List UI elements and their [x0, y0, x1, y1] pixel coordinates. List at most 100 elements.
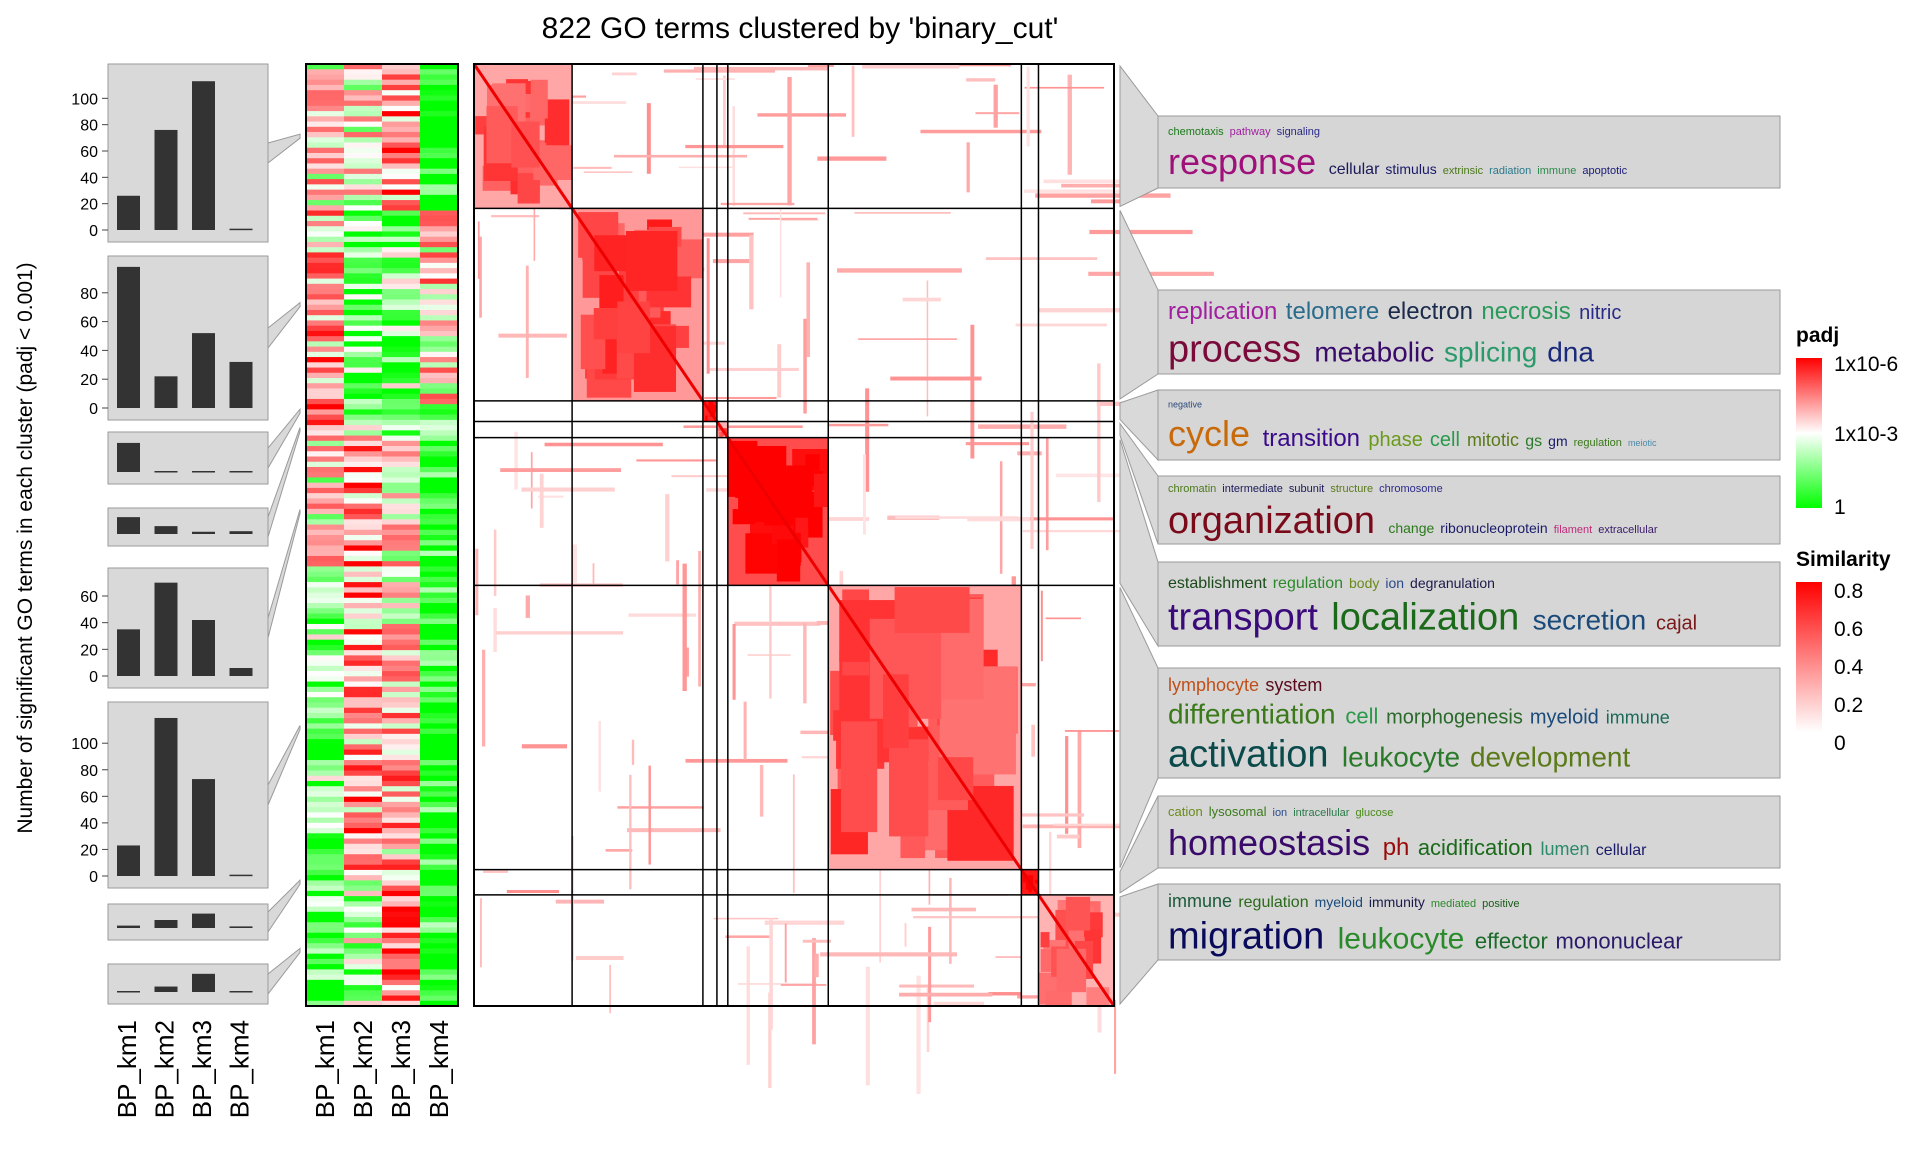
padj-cell — [306, 252, 345, 259]
similarity-streak — [920, 129, 1042, 134]
padj-cell — [344, 812, 383, 819]
padj-cell — [382, 446, 421, 452]
y-tick-label: 100 — [71, 736, 98, 753]
word-cloud-box — [1157, 475, 1781, 545]
padj-cell — [382, 634, 421, 641]
word-cloud-box — [1157, 115, 1781, 189]
padj-cell — [420, 262, 459, 269]
bar-panel-connector — [267, 301, 301, 350]
cloud-word: ph — [1383, 834, 1410, 861]
cloud-word: gm — [1548, 433, 1567, 449]
padj-cell — [420, 126, 459, 133]
padj-cell — [306, 425, 345, 431]
padj-cell — [420, 964, 459, 970]
padj-cell — [382, 644, 421, 651]
padj-cell — [420, 147, 459, 154]
similarity-streak — [631, 739, 635, 765]
padj-cell — [420, 817, 459, 824]
padj-cell — [306, 477, 345, 484]
similarity-subblock — [732, 509, 756, 525]
similarity-streak — [693, 66, 830, 71]
padj-cell — [382, 618, 421, 625]
padj-cell — [306, 697, 345, 703]
padj-cell — [420, 330, 459, 337]
padj-cell — [382, 864, 421, 871]
padj-cell — [344, 566, 383, 573]
bar-bp-km3 — [192, 779, 215, 876]
y-tick-label: 40 — [80, 616, 98, 633]
padj-cell — [344, 383, 383, 389]
y-tick-label: 20 — [80, 197, 98, 214]
padj-cell — [382, 472, 421, 478]
padj-cell — [344, 393, 383, 400]
y-tick-label: 60 — [80, 589, 98, 606]
padj-cell — [306, 739, 345, 745]
similarity-streak — [806, 262, 811, 357]
padj-cell — [344, 142, 383, 149]
cloud-word: dna — [1547, 336, 1594, 367]
padj-cell — [344, 309, 383, 316]
cloud-word: meiotic — [1628, 438, 1657, 448]
padj-cell — [344, 885, 383, 892]
similarity-streak — [995, 956, 1022, 959]
padj-cell — [382, 304, 421, 311]
cloud-word: filament — [1554, 524, 1593, 536]
bar-panel-connector — [267, 427, 301, 538]
similarity-streak — [792, 774, 795, 893]
padj-cell — [306, 749, 345, 756]
similarity-streak — [862, 64, 960, 69]
padj-cell — [382, 221, 421, 227]
padj-cell — [382, 932, 421, 939]
cloud-word: nitric — [1579, 302, 1621, 324]
cloud-word: subunit — [1289, 483, 1324, 495]
padj-cell — [344, 435, 383, 442]
similarity-streak — [506, 889, 560, 893]
padj-cell — [344, 477, 383, 484]
similarity-streak — [1097, 990, 1102, 1033]
padj-cell — [344, 728, 383, 735]
similarity-streak — [678, 166, 734, 169]
padj-cell — [382, 540, 421, 546]
padj-cell — [344, 958, 383, 965]
padj-cell — [382, 686, 421, 693]
padj-cell — [382, 137, 421, 143]
padj-cell — [420, 555, 459, 562]
similarity-heatmap-border — [473, 63, 1115, 1007]
padj-cell — [420, 681, 459, 688]
padj-cell — [306, 540, 345, 546]
padj-cell — [306, 723, 345, 730]
similarity-streak — [663, 69, 776, 73]
padj-cell — [382, 341, 421, 348]
padj-cell — [382, 896, 421, 902]
similarity-subblock — [894, 587, 970, 633]
padj-cell — [382, 105, 421, 112]
chart-title: 822 GO terms clustered by 'binary_cut' — [542, 12, 1059, 45]
padj-cell — [382, 383, 421, 389]
padj-cell — [306, 278, 345, 285]
cloud-word: signaling — [1277, 126, 1320, 138]
padj-cell — [420, 362, 459, 369]
padj-cell — [344, 948, 383, 955]
bar-panel-5: 0 20 40 60 — [80, 567, 269, 689]
word-cloud-1: chemotaxis pathway signaling response cellul… — [1119, 64, 1781, 208]
padj-cell — [420, 545, 459, 552]
padj-cell — [344, 388, 383, 395]
padj-cell — [420, 116, 459, 123]
padj-cell — [306, 566, 345, 573]
padj-cell — [306, 922, 345, 928]
padj-cell — [382, 812, 421, 819]
padj-cell — [382, 289, 421, 295]
cloud-word: intracellular — [1293, 807, 1350, 819]
padj-cell — [306, 561, 345, 567]
padj-cell — [382, 692, 421, 698]
padj-cell — [382, 890, 421, 897]
padj-cell — [382, 775, 421, 782]
padj-cell — [306, 194, 345, 201]
similarity-streak — [628, 613, 696, 617]
cloud-word: leukocyte — [1342, 741, 1460, 772]
cloud-word: cajal — [1656, 612, 1697, 634]
similarity-streak — [769, 918, 773, 1030]
cloud-word: lumen — [1540, 839, 1589, 859]
bar-sample-label: BP_km1 — [112, 1020, 142, 1118]
